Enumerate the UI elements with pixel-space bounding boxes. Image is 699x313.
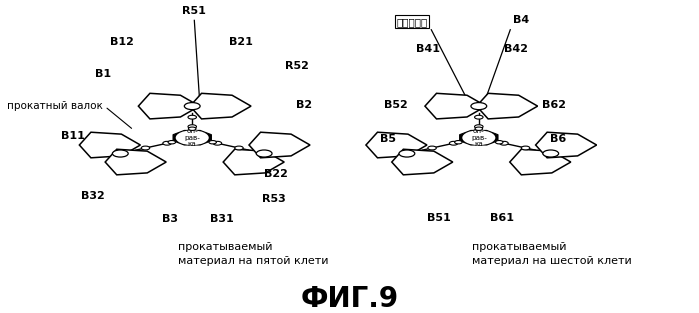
Polygon shape bbox=[173, 131, 211, 145]
Text: B51: B51 bbox=[427, 213, 451, 223]
Circle shape bbox=[188, 115, 196, 119]
Circle shape bbox=[235, 146, 243, 150]
Circle shape bbox=[428, 146, 436, 150]
Circle shape bbox=[521, 146, 530, 150]
Text: оп-
рав-
ка: оп- рав- ка bbox=[471, 128, 487, 147]
Text: B61: B61 bbox=[490, 213, 514, 223]
Circle shape bbox=[163, 141, 171, 145]
Text: 圧延ロール: 圧延ロール bbox=[396, 17, 428, 27]
Circle shape bbox=[213, 141, 222, 145]
Polygon shape bbox=[477, 93, 538, 119]
Polygon shape bbox=[138, 93, 199, 119]
Text: B22: B22 bbox=[264, 169, 288, 179]
Circle shape bbox=[168, 141, 175, 144]
Polygon shape bbox=[80, 132, 140, 158]
Circle shape bbox=[209, 141, 217, 144]
Text: B41: B41 bbox=[416, 44, 440, 54]
Polygon shape bbox=[460, 131, 498, 145]
Polygon shape bbox=[535, 132, 597, 158]
Polygon shape bbox=[391, 149, 453, 175]
Circle shape bbox=[475, 127, 482, 131]
Text: B12: B12 bbox=[110, 37, 134, 47]
Text: B2: B2 bbox=[296, 100, 312, 110]
Text: R53: R53 bbox=[262, 194, 286, 204]
Text: R52: R52 bbox=[285, 61, 309, 71]
Circle shape bbox=[543, 150, 559, 157]
Circle shape bbox=[471, 103, 487, 110]
Text: B3: B3 bbox=[162, 214, 178, 224]
Text: R51: R51 bbox=[182, 6, 206, 16]
Circle shape bbox=[475, 115, 483, 119]
Text: ФИГ.9: ФИГ.9 bbox=[301, 285, 398, 313]
Text: прокатываемый
материал на пятой клети: прокатываемый материал на пятой клети bbox=[178, 242, 329, 265]
Circle shape bbox=[496, 141, 503, 144]
Circle shape bbox=[500, 141, 508, 145]
Text: B62: B62 bbox=[542, 100, 566, 110]
Circle shape bbox=[454, 141, 462, 144]
Circle shape bbox=[449, 141, 458, 145]
Circle shape bbox=[189, 127, 196, 131]
Text: B1: B1 bbox=[95, 69, 112, 79]
Circle shape bbox=[399, 150, 415, 157]
Text: B31: B31 bbox=[210, 214, 234, 224]
Circle shape bbox=[141, 146, 150, 150]
Text: B11: B11 bbox=[62, 131, 85, 141]
Circle shape bbox=[475, 125, 483, 129]
Text: оп-
рав-
ка: оп- рав- ка bbox=[185, 128, 200, 147]
Text: B6: B6 bbox=[549, 134, 566, 144]
Circle shape bbox=[113, 150, 128, 157]
Polygon shape bbox=[105, 149, 166, 175]
Circle shape bbox=[188, 125, 196, 129]
Text: B52: B52 bbox=[384, 100, 408, 110]
Text: B42: B42 bbox=[504, 44, 528, 54]
Text: B5: B5 bbox=[380, 134, 396, 144]
Text: B32: B32 bbox=[81, 191, 105, 201]
Circle shape bbox=[175, 130, 209, 145]
Circle shape bbox=[257, 150, 272, 157]
Polygon shape bbox=[366, 132, 427, 158]
Polygon shape bbox=[510, 149, 571, 175]
Polygon shape bbox=[190, 93, 251, 119]
Polygon shape bbox=[223, 149, 284, 175]
Text: B21: B21 bbox=[229, 37, 253, 47]
Circle shape bbox=[185, 103, 200, 110]
Circle shape bbox=[462, 130, 496, 145]
Text: B4: B4 bbox=[512, 15, 529, 25]
Text: прокатный валок: прокатный валок bbox=[7, 101, 103, 111]
Polygon shape bbox=[425, 93, 486, 119]
Polygon shape bbox=[249, 132, 310, 158]
Text: прокатываемый
материал на шестой клети: прокатываемый материал на шестой клети bbox=[472, 242, 632, 265]
